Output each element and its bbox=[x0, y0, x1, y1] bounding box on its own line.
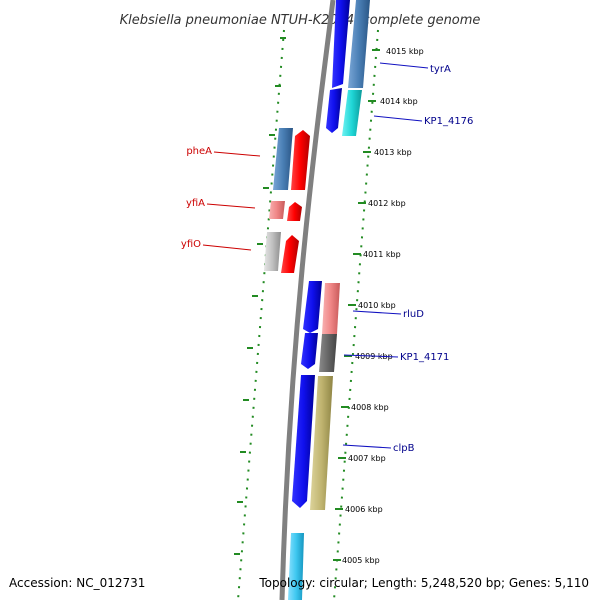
gene-label-kp1-4171[interactable]: KP1_4171 bbox=[400, 352, 449, 363]
cds-feature[interactable] bbox=[281, 235, 299, 273]
cds-feature[interactable] bbox=[342, 90, 362, 136]
cds-feature[interactable] bbox=[273, 128, 293, 190]
gene-label-clpb[interactable]: clpB bbox=[393, 443, 415, 454]
cds-feature[interactable] bbox=[332, 0, 350, 88]
ruler-label: 4010 kbp bbox=[358, 301, 396, 310]
cds-feature[interactable] bbox=[291, 130, 310, 190]
cds-feature[interactable] bbox=[319, 334, 337, 372]
cds-feature[interactable] bbox=[303, 281, 322, 333]
ruler-label: 4006 kbp bbox=[345, 505, 383, 514]
gene-labels-left bbox=[202, 151, 261, 251]
feature-block-middle bbox=[301, 281, 340, 372]
outer-tick-arc bbox=[237, 29, 285, 600]
cds-feature[interactable] bbox=[348, 0, 370, 88]
ruler-label: 4008 kbp bbox=[351, 403, 389, 412]
cds-feature[interactable] bbox=[310, 376, 333, 510]
topology-label: Topology: circular; Length: 5,248,520 bp… bbox=[258, 576, 589, 590]
cds-feature[interactable] bbox=[264, 232, 281, 271]
ruler-label: 4005 kbp bbox=[342, 556, 380, 565]
gene-label-kp1-4176[interactable]: KP1_4176 bbox=[424, 116, 473, 127]
accession-label: Accession: NC_012731 bbox=[9, 576, 145, 590]
map-title: Klebsiella pneumoniae NTUH-K2044, comple… bbox=[120, 13, 481, 28]
cds-feature[interactable] bbox=[287, 202, 302, 221]
ruler-label: 4014 kbp bbox=[380, 97, 418, 106]
cds-feature[interactable] bbox=[288, 533, 304, 600]
feature-block-left bbox=[264, 128, 310, 273]
gene-label-phea[interactable]: pheA bbox=[186, 146, 212, 157]
ruler-label: 4011 kbp bbox=[363, 250, 401, 259]
ruler-major-ticks bbox=[333, 49, 380, 561]
cds-feature[interactable] bbox=[292, 375, 315, 508]
gene-labels-right bbox=[342, 62, 429, 449]
cds-feature[interactable] bbox=[269, 201, 285, 219]
feature-block-upper bbox=[326, 0, 370, 136]
gene-label-rlud[interactable]: rluD bbox=[403, 309, 424, 320]
outer-major-ticks bbox=[234, 37, 286, 555]
genome-backbone bbox=[279, 0, 336, 600]
cds-feature[interactable] bbox=[301, 333, 318, 369]
feature-block-lower bbox=[288, 375, 333, 600]
ruler-label: 4015 kbp bbox=[386, 47, 424, 56]
gene-label-yfia[interactable]: yfiA bbox=[186, 198, 205, 209]
ruler-label: 4007 kbp bbox=[348, 454, 386, 463]
cds-feature[interactable] bbox=[326, 88, 342, 133]
gene-label-yfio[interactable]: yfiO bbox=[181, 239, 201, 250]
ruler-label: 4013 kbp bbox=[374, 148, 412, 157]
cds-feature[interactable] bbox=[322, 283, 340, 334]
ruler-label: 4012 kbp bbox=[368, 199, 406, 208]
gene-label-tyra[interactable]: tyrA bbox=[430, 64, 451, 75]
